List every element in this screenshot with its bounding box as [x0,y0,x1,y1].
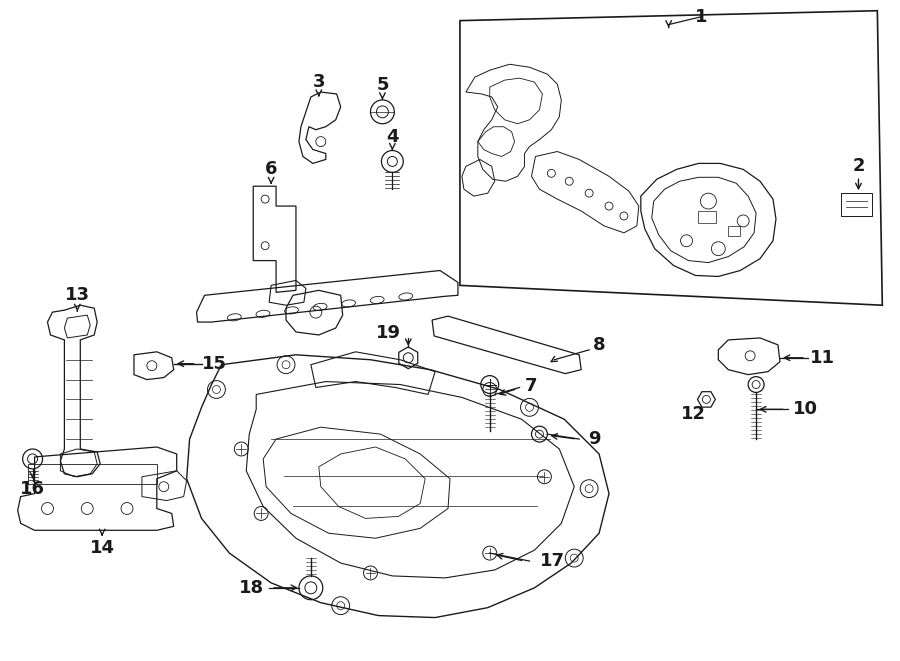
Text: 19: 19 [376,324,400,342]
Text: 2: 2 [852,157,865,175]
Bar [28,464,157,484]
Text: 14: 14 [90,539,114,557]
Text: 17: 17 [540,552,565,570]
Text: 18: 18 [238,579,264,597]
Text: 3: 3 [312,73,325,91]
Text: 9: 9 [588,430,600,448]
Bar [728,226,740,236]
Text: 13: 13 [65,286,90,304]
Text: 8: 8 [593,336,606,354]
Text: 10: 10 [793,401,818,418]
Text: 7: 7 [526,377,537,395]
Text: 16: 16 [20,480,45,498]
Text: 12: 12 [681,405,706,423]
Text: 1: 1 [695,8,707,26]
Text: 4: 4 [386,128,399,145]
Bar [698,211,716,223]
Text: 5: 5 [376,76,389,94]
Text: 15: 15 [202,355,227,373]
Text: 6: 6 [265,161,277,178]
Text: 11: 11 [810,349,835,367]
